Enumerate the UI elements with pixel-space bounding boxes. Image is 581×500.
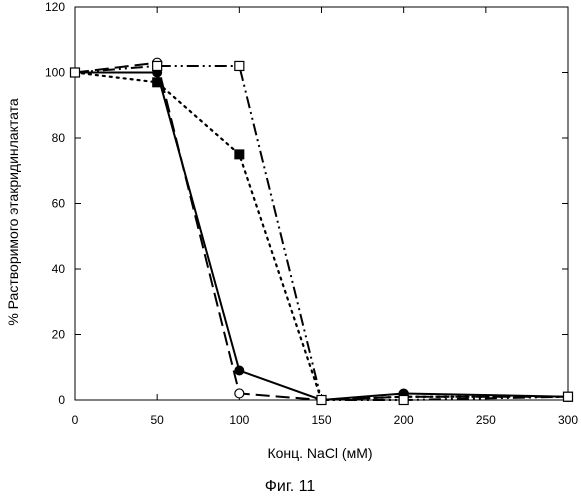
y-tick-label: 40 [52,262,66,276]
y-tick-label: 20 [52,328,66,342]
series-2-line [75,63,568,400]
y-tick-label: 100 [45,66,65,80]
series-3-point [153,78,162,87]
y-tick-label: 80 [52,131,66,145]
series-4-line [75,66,568,400]
plot-frame [75,7,568,400]
x-axis-label: Конц. NaCl (мМ) [267,445,372,461]
y-tick-label: 0 [58,393,65,407]
y-tick-label: 120 [45,0,65,14]
series-1-line [75,73,568,401]
x-tick-label: 100 [229,413,249,427]
series-4-point [235,61,244,70]
series-4-point [564,392,573,401]
series-2-point [235,389,244,398]
series-4-point [399,396,408,405]
y-axis-label: % Растворимого этакридинлактата [5,98,21,326]
x-tick-label: 250 [476,413,496,427]
figure-caption: Фиг. 11 [265,478,316,495]
series-4-point [153,61,162,70]
x-tick-label: 150 [311,413,331,427]
x-tick-label: 200 [394,413,414,427]
y-tick-label: 60 [52,197,66,211]
series-4-point [71,68,80,77]
series-1-point [235,366,244,375]
series-3-point [235,150,244,159]
series-layer [71,58,573,404]
x-tick-label: 50 [150,413,164,427]
x-tick-label: 300 [558,413,578,427]
x-tick-label: 0 [72,413,79,427]
series-4-point [317,396,326,405]
series-3-line [75,73,568,401]
